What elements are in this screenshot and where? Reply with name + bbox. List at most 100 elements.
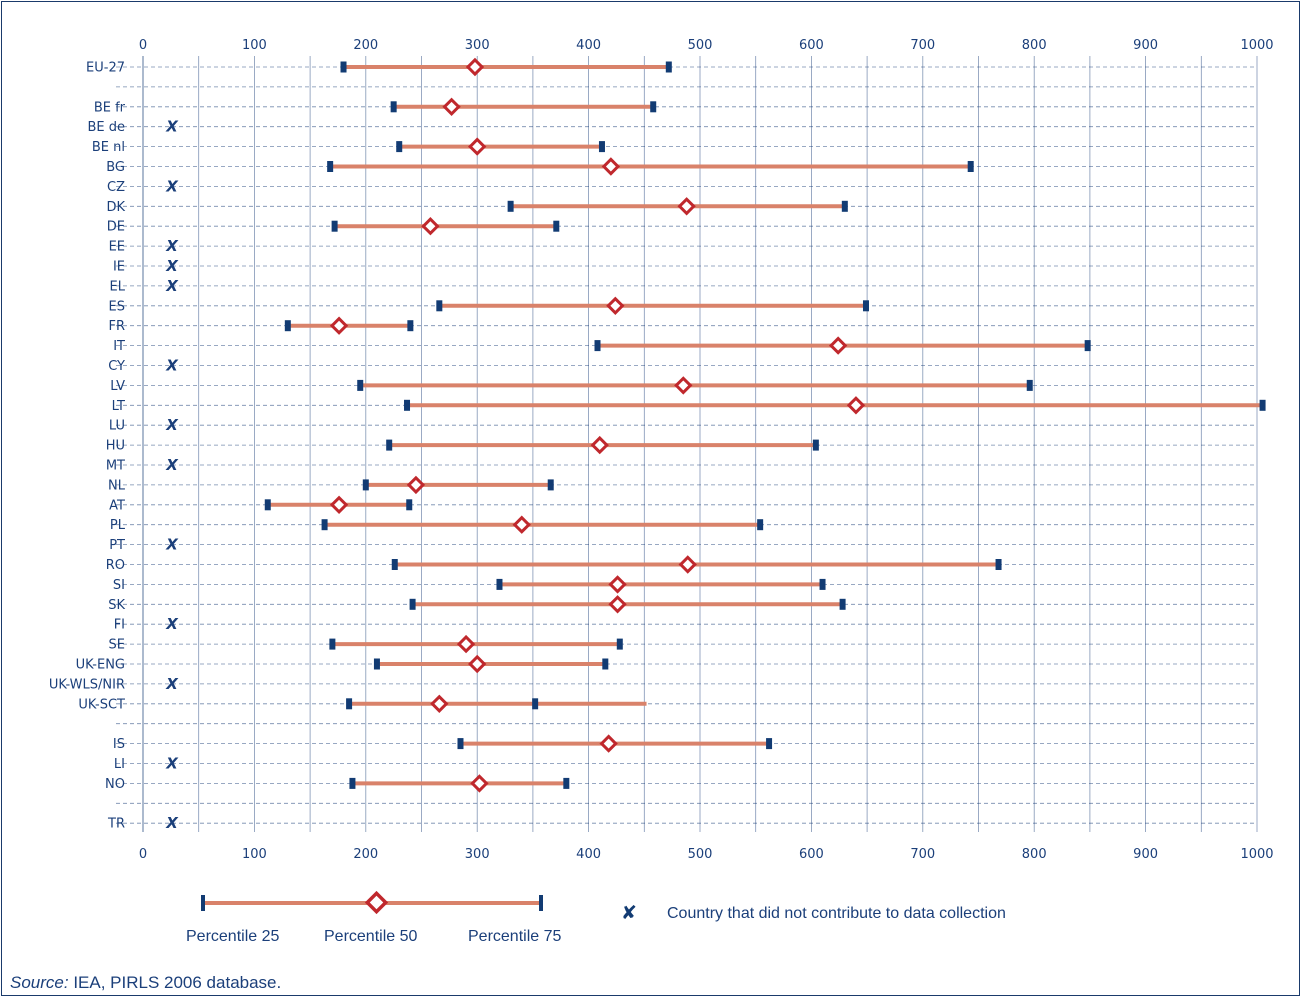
legend-p75-marker <box>539 895 543 911</box>
p25-marker <box>346 698 353 710</box>
category-label: FI <box>114 618 125 633</box>
p50-marker <box>601 157 621 176</box>
x-tick-label-bottom: 800 <box>1022 847 1047 862</box>
p50-marker <box>465 57 485 77</box>
x-tick-label-top: 0 <box>139 38 147 53</box>
p75-marker <box>563 777 570 789</box>
category-label: PT <box>109 538 125 553</box>
p75-marker <box>407 320 414 332</box>
category-label: EL <box>110 279 126 294</box>
missing-marker: X <box>165 755 179 773</box>
category-label: EU-27 <box>86 61 125 76</box>
legend-p25-label: Percentile 25 <box>186 928 279 945</box>
p75-marker <box>602 658 609 670</box>
category-label: BE de <box>87 120 125 135</box>
x-tick-label-top: 500 <box>688 38 713 53</box>
x-axis-bottom: 0 100 200 300 400 500 600 700 800 900 1000 <box>139 847 1274 862</box>
p50-marker <box>468 137 487 156</box>
x-tick-label-bottom: 0 <box>139 847 147 862</box>
p50-marker <box>430 694 449 713</box>
p25-marker <box>327 161 334 172</box>
missing-marker: X <box>165 675 179 693</box>
p75-marker <box>995 559 1002 570</box>
category-label: NL <box>108 478 126 493</box>
p75-marker <box>553 220 560 232</box>
p50-marker <box>442 97 461 116</box>
p25-marker <box>357 379 364 391</box>
category-label: LI <box>114 757 125 772</box>
p75-marker <box>616 638 623 650</box>
missing-marker: X <box>165 456 179 474</box>
legend-p25-marker <box>201 895 205 911</box>
category-label: HU <box>106 439 125 454</box>
p50-marker <box>456 634 476 654</box>
p25-marker <box>390 101 397 113</box>
p25-marker <box>409 598 416 610</box>
category-label: DE <box>107 220 125 235</box>
p50-marker <box>406 475 426 495</box>
missing-marker: X <box>165 814 179 832</box>
missing-marker: X <box>165 237 179 255</box>
p25-marker <box>496 578 503 590</box>
p25-marker <box>396 141 403 153</box>
p50-marker <box>846 396 866 415</box>
legend-p75-label: Percentile 75 <box>468 928 561 945</box>
category-label: AT <box>109 498 125 513</box>
p50-marker <box>421 217 440 236</box>
category-label: UK-SCT <box>78 697 125 712</box>
p25-marker <box>457 738 464 750</box>
x-tick-label-bottom: 600 <box>799 847 824 862</box>
category-label: SI <box>113 578 125 593</box>
category-label: MT <box>106 459 125 474</box>
p75-marker <box>812 439 819 451</box>
p25-marker <box>349 777 356 789</box>
category-label: EE <box>109 240 125 255</box>
category-label: UK-WLS/NIR <box>49 677 125 692</box>
p50-marker <box>470 774 489 793</box>
p25-marker <box>386 439 393 451</box>
p75-marker <box>862 300 869 312</box>
category-label: CZ <box>107 180 125 195</box>
p25-marker <box>284 320 291 332</box>
p75-marker <box>650 101 657 113</box>
p25-marker <box>436 300 443 312</box>
legend-missing-icon: ✘ <box>621 902 637 924</box>
category-label: UK-ENG <box>76 658 125 673</box>
range-bars <box>264 57 1266 793</box>
p50-marker <box>329 316 349 335</box>
missing-marker: X <box>165 416 179 434</box>
p75-marker <box>547 479 554 491</box>
x-tick-label-bottom: 700 <box>910 847 935 862</box>
category-label: RO <box>106 558 125 573</box>
p50-marker <box>678 555 697 574</box>
p75-marker <box>757 519 764 531</box>
p25-marker <box>404 399 411 411</box>
source-prefix: Source: <box>10 973 69 992</box>
p75-marker <box>598 141 605 153</box>
p75-marker <box>1259 399 1266 411</box>
p25-marker <box>321 519 328 531</box>
category-label: TR <box>107 817 125 832</box>
category-label: LT <box>112 399 125 414</box>
p25-marker <box>391 559 398 570</box>
p25-marker <box>264 499 271 511</box>
p75-marker <box>1026 379 1033 391</box>
x-tick-label-top: 700 <box>910 38 935 53</box>
p25-marker <box>362 479 369 491</box>
category-label: ES <box>109 299 125 314</box>
x-tick-label-top: 600 <box>799 38 824 53</box>
missing-marker: X <box>165 118 179 136</box>
p75-marker <box>819 578 826 590</box>
category-label: IS <box>113 737 125 752</box>
p75-marker <box>532 698 539 710</box>
category-label: CY <box>108 359 125 374</box>
p50-marker <box>608 595 627 614</box>
p50-marker <box>674 376 693 395</box>
p75-marker <box>766 738 773 750</box>
x-tick-label-top: 900 <box>1133 38 1158 53</box>
p50-marker <box>599 734 618 753</box>
legend-missing-label: Country that did not contribute to data … <box>667 905 1006 922</box>
category-label: NO <box>105 777 125 792</box>
category-label: BG <box>106 160 125 175</box>
